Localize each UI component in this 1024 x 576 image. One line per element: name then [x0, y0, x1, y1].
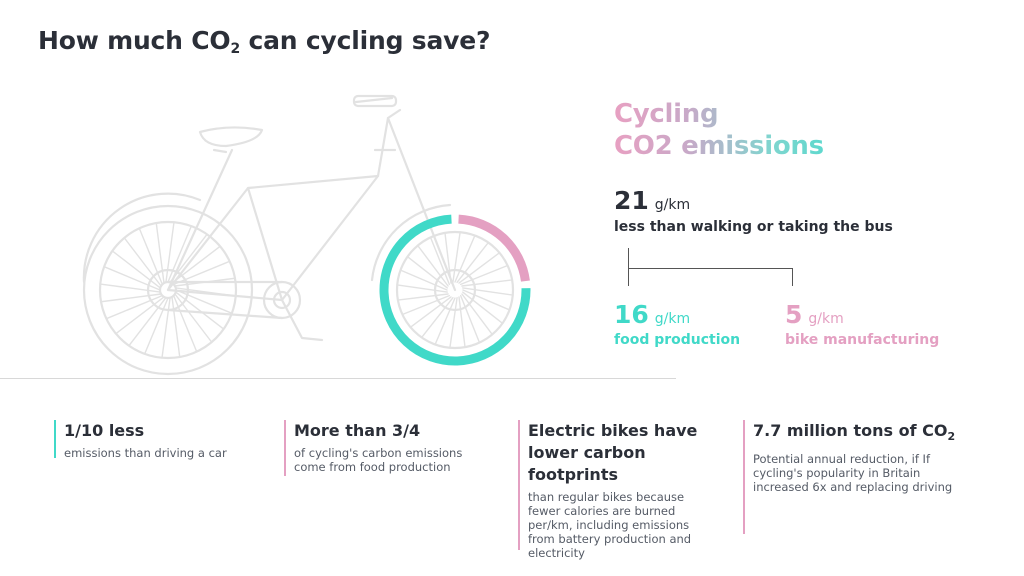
- page-title: How much CO2 can cycling save?: [38, 26, 491, 57]
- breakdown-connector: [628, 248, 793, 286]
- ground-line: [0, 378, 676, 379]
- fact-heading: 7.7 million tons of CO2: [753, 421, 956, 444]
- emissions-donut: [379, 214, 531, 366]
- fact-card: More than 3/4 of cycling's carbon emissi…: [284, 420, 494, 476]
- total-emissions-description: less than walking or taking the bus: [614, 219, 893, 235]
- fact-body: of cycling's carbon emissions come from …: [294, 446, 463, 474]
- fact-accent-bar: [518, 420, 520, 550]
- fact-body: Potential annual reduction, if If cyclin…: [753, 452, 953, 495]
- fact-accent-bar: [284, 420, 286, 476]
- food-production-label: food production: [614, 332, 741, 348]
- total-emissions-value: 21 g/km: [614, 186, 691, 215]
- fact-heading: Electric bikes have lower carbon footpri…: [528, 421, 698, 484]
- fact-card: 7.7 million tons of CO2 Potential annual…: [743, 420, 968, 534]
- fact-heading: More than 3/4: [294, 421, 421, 440]
- bike-manufacturing-value: 5 g/km: [785, 300, 844, 329]
- fact-heading: 1/10 less: [64, 421, 145, 440]
- fact-accent-bar: [743, 420, 745, 534]
- fact-body: than regular bikes because fewer calorie…: [528, 490, 692, 560]
- bike-manufacturing-label: bike manufacturing: [785, 332, 940, 348]
- food-production-arc: [379, 214, 531, 366]
- manufacturing-arc: [458, 214, 530, 282]
- fact-card: 1/10 less emissions than driving a car: [54, 420, 274, 460]
- bicycle-illustration: [82, 94, 531, 376]
- food-production-value: 16 g/km: [614, 300, 691, 329]
- fact-accent-bar: [54, 420, 56, 458]
- fact-body: emissions than driving a car: [64, 446, 227, 460]
- emissions-title: Cycling CO2 emissions: [614, 99, 824, 161]
- fact-card: Electric bikes have lower carbon footpri…: [518, 420, 718, 560]
